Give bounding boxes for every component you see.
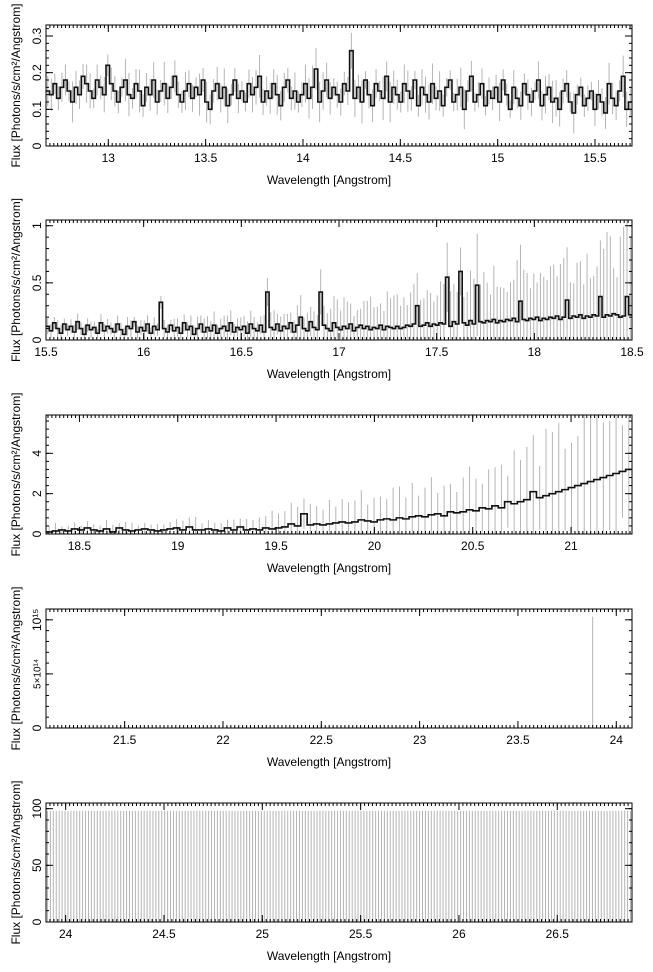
x-tick-label: 14	[296, 151, 310, 165]
x-tick-label: 26.5	[546, 927, 570, 941]
y-tick-label: 0.1	[30, 101, 44, 118]
x-axis-ticks	[47, 415, 631, 534]
x-tick-label: 16.5	[230, 345, 254, 359]
chart-panel-2: 15.5 16 16.5 17 17.5 18 18.5 0 0.5 1 Wavelength [A…	[9, 198, 644, 381]
x-tick-label: 15.5	[34, 345, 58, 359]
x-tick-label: 15.5	[583, 151, 607, 165]
y-tick-label: 0.2	[30, 64, 44, 81]
x-tick-label: 21	[564, 539, 578, 553]
y-axis-ticks	[46, 28, 632, 147]
x-tick-label: 21.5	[113, 733, 137, 747]
y-tick-label: 10¹⁵	[30, 609, 44, 631]
y-tick-label: 0	[30, 724, 44, 731]
y-axis-label: Flux [Photons/s/cm²/Angstrom]	[9, 586, 23, 750]
x-axis-ticks	[45, 803, 633, 922]
y-axis-ticks	[46, 608, 632, 729]
x-axis-ticks	[45, 25, 631, 146]
x-tick-label: 22	[216, 733, 230, 747]
x-tick-label: 23	[413, 733, 427, 747]
x-axis-ticks	[45, 609, 633, 728]
x-tick-label: 13	[102, 151, 116, 165]
flux-histogram	[46, 49, 632, 114]
x-tick-label: 26	[452, 927, 466, 941]
x-tick-label: 18	[528, 345, 542, 359]
flux-histogram	[46, 270, 632, 336]
chart-panel-5: 24 24.5 25 25.5 26 26.5 0 50 100 Wavelength [Angs…	[9, 780, 633, 963]
chart-panel-4: 21.5 22 22.5 23 23.5 24 0 5×10¹⁴ 10¹⁵ Wavelength …	[9, 586, 633, 769]
y-tick-label: 0	[30, 336, 44, 343]
y-tick-label: 1	[30, 222, 44, 229]
y-axis-ticks	[46, 420, 632, 535]
x-axis-label: Wavelength [Angstrom]	[267, 561, 391, 575]
plot-frame	[45, 608, 633, 729]
error-bars	[48, 415, 630, 534]
y-tick-label: 0	[30, 142, 44, 149]
x-tick-label: 17	[332, 345, 346, 359]
x-axis-label: Wavelength [Angstrom]	[267, 755, 391, 769]
y-tick-label: 100	[30, 798, 44, 818]
y-axis-label: Flux [Photons/s/cm²/Angstrom]	[9, 392, 23, 556]
x-tick-label: 22.5	[310, 733, 334, 747]
x-tick-label: 18.5	[68, 539, 92, 553]
x-tick-label: 25.5	[349, 927, 373, 941]
plot-frame	[45, 24, 633, 147]
y-tick-label: 2	[30, 490, 44, 497]
x-axis-label: Wavelength [Angstrom]	[267, 173, 391, 187]
y-tick-label: 50	[30, 858, 44, 872]
plot-frame	[45, 414, 633, 535]
x-tick-label: 17.5	[425, 345, 449, 359]
x-tick-label: 16	[137, 345, 151, 359]
y-axis-label: Flux [Photons/s/cm²/Angstrom]	[9, 3, 23, 167]
y-tick-label: 0.3	[30, 27, 44, 44]
x-tick-label: 25	[256, 927, 270, 941]
flux-histogram	[46, 468, 632, 533]
y-tick-label: 5×10¹⁴	[33, 659, 44, 689]
chart-panel-1: 13 13.5 14 14.5 15 15.5 0 0.1 0.2 0.3 Wavelength […	[9, 3, 633, 187]
flux-step-line	[46, 270, 632, 336]
y-tick-label: 0	[30, 530, 44, 537]
y-tick-label: 0	[30, 918, 44, 925]
flux-step-line	[46, 49, 632, 114]
x-tick-label: 24	[59, 927, 73, 941]
x-axis-label: Wavelength [Angstrom]	[267, 367, 391, 381]
error-bars	[46, 810, 632, 922]
x-tick-label: 24	[610, 733, 624, 747]
y-axis-ticks	[46, 808, 632, 923]
y-axis-label: Flux [Photons/s/cm²/Angstrom]	[9, 198, 23, 362]
x-tick-label: 20	[368, 539, 382, 553]
y-tick-label: 0.5	[30, 274, 44, 291]
x-tick-label: 14.5	[389, 151, 413, 165]
x-tick-label: 19	[171, 539, 185, 553]
x-tick-label: 23.5	[506, 733, 530, 747]
x-tick-label: 15	[491, 151, 505, 165]
x-tick-label: 18.5	[620, 345, 644, 359]
x-axis-ticks	[45, 220, 633, 340]
x-axis-label: Wavelength [Angstrom]	[267, 949, 391, 963]
x-tick-label: 19.5	[264, 539, 288, 553]
y-axis-label: Flux [Photons/s/cm²/Angstrom]	[9, 780, 23, 944]
chart-panel-3: 18.5 19 19.5 20 20.5 21 0 2 4 Wavelength [Angstro…	[9, 392, 633, 575]
x-tick-label: 24.5	[152, 927, 176, 941]
y-axis-ticks	[46, 225, 632, 341]
x-tick-label: 20.5	[461, 539, 485, 553]
plot-frame	[45, 802, 633, 923]
y-tick-label: 4	[30, 450, 44, 457]
x-tick-label: 13.5	[194, 151, 218, 165]
flux-step-line	[46, 468, 632, 533]
